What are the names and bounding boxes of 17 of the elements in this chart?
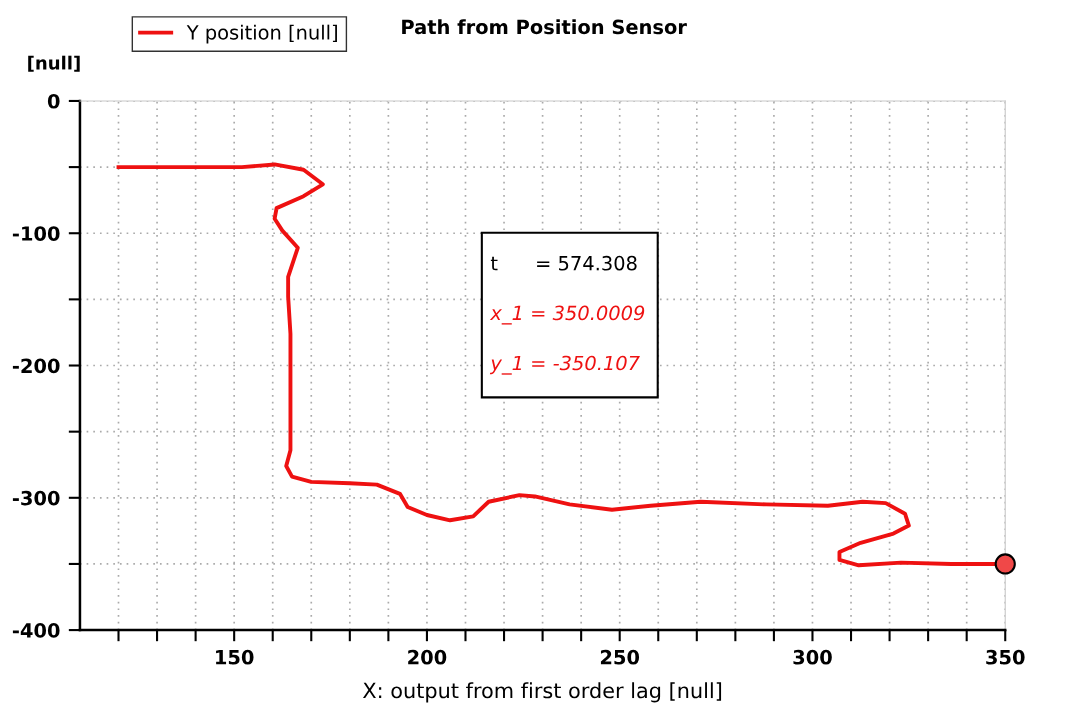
x-axis-title: X: output from first order lag [null] xyxy=(362,682,722,703)
y-tick-label: -100 xyxy=(12,226,60,241)
y-axis-title: [null] xyxy=(28,55,80,72)
x-tick-label: 350 xyxy=(986,649,1025,665)
y-tick-label: -200 xyxy=(12,358,60,374)
x-tick-label: 300 xyxy=(793,649,832,665)
y-tick-label: -400 xyxy=(12,623,60,638)
annotation: t = 574.308 xyxy=(490,255,637,271)
x-tick-label: 200 xyxy=(408,649,447,665)
legend-label: Y position [null] xyxy=(186,24,337,44)
annotation: y_1 = -350.107 xyxy=(489,355,640,375)
y-tick-label: -300 xyxy=(12,490,60,506)
y-tick-label: 0 xyxy=(47,93,60,109)
annotation: x_1 = 350.0009 xyxy=(489,305,645,325)
x-tick-label: 250 xyxy=(600,649,640,665)
chart-title: Path from Position Sensor xyxy=(402,19,687,35)
x-tick-label: 150 xyxy=(216,649,254,665)
